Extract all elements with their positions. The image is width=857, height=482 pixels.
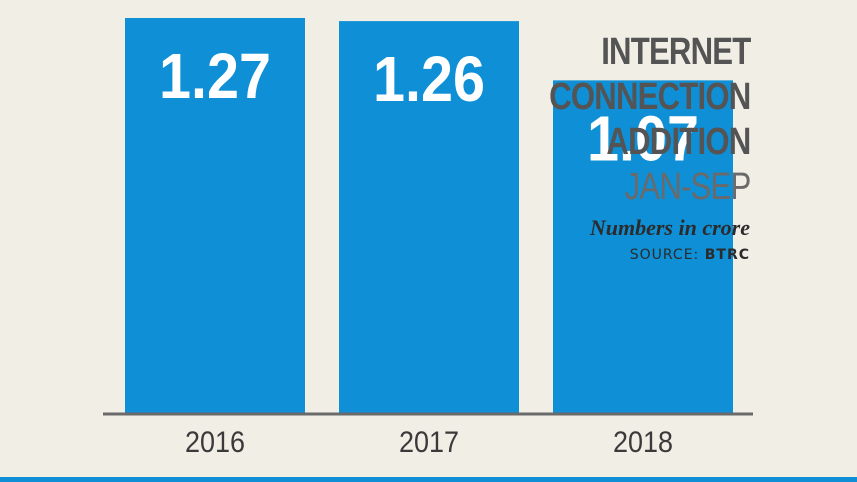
x-tick-label-2017: 2017 [399, 426, 459, 459]
source-value: BTRC [704, 247, 750, 263]
value-label-2017: 1.26 [373, 43, 485, 115]
chart-title-line-3: ADDITION [605, 121, 751, 163]
chart-subtitle: JAN-SEP [624, 166, 751, 208]
value-label-2018: 1.07 [587, 102, 699, 174]
value-label-2016: 1.27 [159, 40, 271, 112]
source-line: SOURCE: BTRC [505, 247, 750, 263]
chart-title-line-2: CONNECTION [548, 76, 751, 118]
bar-2016 [125, 18, 305, 414]
unit-note: Numbers in crore [589, 215, 750, 240]
chart-title-line-1: INTERNET [600, 31, 751, 73]
value-labels-group: 1.27 1.26 1.07 [159, 40, 699, 174]
x-tick-label-2016: 2016 [185, 426, 245, 459]
x-tick-labels-group: 2016 2017 2018 [185, 426, 673, 459]
bar-2018 [553, 80, 733, 414]
bottom-accent-stripe [0, 477, 857, 482]
bar-2017 [339, 21, 519, 415]
chart-title-block: INTERNET CONNECTION ADDITION JAN-SEP Num… [505, 30, 751, 263]
x-tick-label-2018: 2018 [613, 426, 673, 459]
source-label: SOURCE: [629, 247, 700, 263]
bars-group [125, 18, 733, 415]
